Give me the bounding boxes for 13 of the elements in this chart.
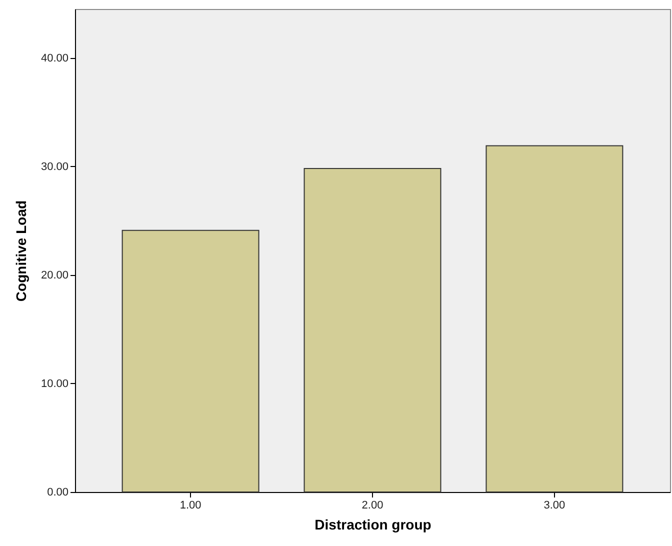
x-tick-label: 3.00 <box>544 500 566 512</box>
bar <box>304 168 442 492</box>
y-tick-label: 0.00 <box>47 486 68 498</box>
y-tick-label: 10.00 <box>40 378 68 390</box>
y-tick-label: 30.00 <box>40 160 68 173</box>
y-axis-title: Cognitive Load <box>12 200 29 302</box>
bar <box>486 145 624 492</box>
y-tick-label: 40.00 <box>40 52 68 64</box>
x-axis-title: Distraction group <box>314 516 432 532</box>
x-tick-label: 1.00 <box>180 500 202 512</box>
bar <box>122 230 260 492</box>
y-tick-label: 20.00 <box>40 269 68 282</box>
x-tick-label: 2.00 <box>362 500 384 512</box>
